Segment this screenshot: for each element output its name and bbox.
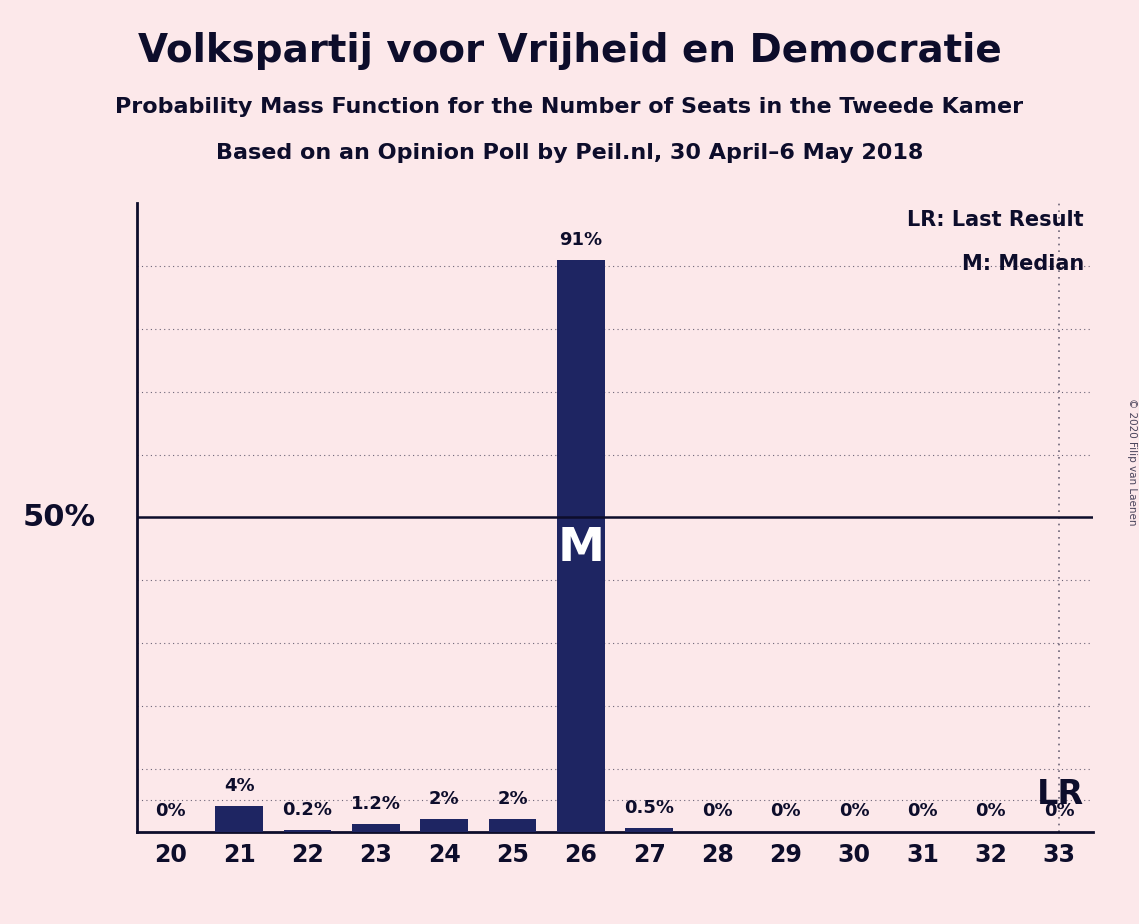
Text: 0%: 0% [908, 802, 937, 821]
Text: M: Median: M: Median [961, 253, 1084, 274]
Bar [625, 829, 673, 832]
Text: 0%: 0% [703, 802, 732, 821]
Text: 0%: 0% [771, 802, 801, 821]
Text: Volkspartij voor Vrijheid en Democratie: Volkspartij voor Vrijheid en Democratie [138, 32, 1001, 70]
Text: 2%: 2% [429, 790, 459, 808]
Text: 0%: 0% [156, 802, 186, 821]
Text: 0.5%: 0.5% [624, 799, 674, 817]
Text: 4%: 4% [224, 777, 254, 796]
Bar [489, 819, 536, 832]
Text: LR: LR [1036, 778, 1084, 811]
Bar [284, 831, 331, 832]
Text: M: M [557, 527, 605, 571]
Text: 50%: 50% [23, 503, 96, 532]
Text: 2%: 2% [498, 790, 527, 808]
Text: 91%: 91% [559, 230, 603, 249]
Bar [352, 824, 400, 832]
Bar [420, 819, 468, 832]
Text: LR: Last Result: LR: Last Result [908, 210, 1084, 229]
Text: 1.2%: 1.2% [351, 795, 401, 813]
Bar [215, 807, 263, 832]
Text: Probability Mass Function for the Number of Seats in the Tweede Kamer: Probability Mass Function for the Number… [115, 97, 1024, 117]
Text: 0.2%: 0.2% [282, 801, 333, 819]
Text: 0%: 0% [976, 802, 1006, 821]
Bar [557, 260, 605, 832]
Text: 0%: 0% [839, 802, 869, 821]
Text: 0%: 0% [1044, 802, 1074, 821]
Text: Based on an Opinion Poll by Peil.nl, 30 April–6 May 2018: Based on an Opinion Poll by Peil.nl, 30 … [215, 143, 924, 164]
Text: © 2020 Filip van Laenen: © 2020 Filip van Laenen [1126, 398, 1137, 526]
